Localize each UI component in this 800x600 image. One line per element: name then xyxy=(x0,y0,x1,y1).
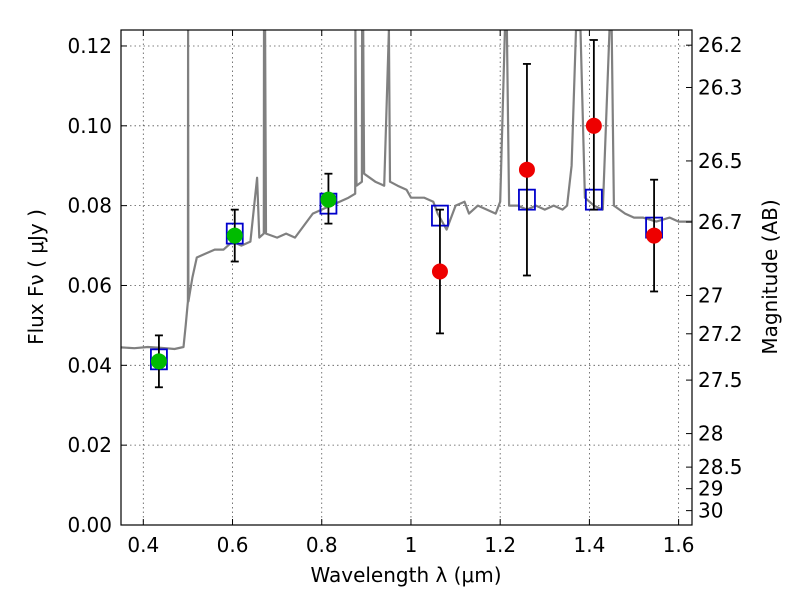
x-tick-label: 0.8 xyxy=(306,533,338,557)
x-tick-label: 1.4 xyxy=(573,533,605,557)
photometry-point xyxy=(320,191,337,208)
x-tick-label: 0.4 xyxy=(127,533,159,557)
x-axis-label: Wavelength λ (μm) xyxy=(310,563,501,587)
magnitude-tick-label: 26.7 xyxy=(698,210,743,234)
magnitude-tick-label: 27.5 xyxy=(698,368,743,392)
photometry-point xyxy=(226,227,243,244)
y-tick-label: 0.04 xyxy=(67,353,112,377)
x-tick-label: 1.6 xyxy=(663,533,695,557)
photometry-point xyxy=(431,263,448,280)
plot-frame xyxy=(120,29,693,526)
magnitude-tick-label: 27.2 xyxy=(698,322,743,346)
magnitude-tick-label: 29 xyxy=(698,477,723,501)
magnitude-tick-label: 28.5 xyxy=(698,455,743,479)
grid xyxy=(121,30,692,525)
y-tick-label: 0.10 xyxy=(67,114,112,138)
axes: 0.4 0.6 0.8 1 1.2 1.4 1.6 0.00 0.02 0.04 0.06 0.08 0… xyxy=(67,30,743,557)
x-tick-label: 1.2 xyxy=(484,533,516,557)
magnitude-tick-label: 30 xyxy=(698,499,723,523)
y-tick-label: 0.08 xyxy=(67,194,112,218)
y-axis-label-left: Flux Fν ( μJy ) xyxy=(24,209,48,345)
magnitude-tick-label: 26.2 xyxy=(698,33,743,57)
y-tick-label: 0.02 xyxy=(67,433,112,457)
y-tick-label: 0.06 xyxy=(67,273,112,297)
y-tick-label: 0.00 xyxy=(67,513,112,537)
y-tick-label: 0.12 xyxy=(67,34,112,58)
magnitude-tick-label: 27 xyxy=(698,283,723,307)
photometry-point xyxy=(518,161,535,178)
model-spectrum-line xyxy=(121,30,692,351)
photometry-point xyxy=(646,227,663,244)
magnitude-tick-label: 28 xyxy=(698,422,723,446)
y-axis-label-right: Magnitude (AB) xyxy=(758,199,782,354)
magnitude-tick-label: 26.5 xyxy=(698,149,743,173)
photometry-point xyxy=(585,117,602,134)
plot-area xyxy=(121,30,692,389)
photometry-point xyxy=(150,353,167,370)
x-tick-label: 1 xyxy=(405,533,418,557)
x-tick-label: 0.6 xyxy=(217,533,249,557)
magnitude-tick-label: 26.3 xyxy=(698,75,743,99)
